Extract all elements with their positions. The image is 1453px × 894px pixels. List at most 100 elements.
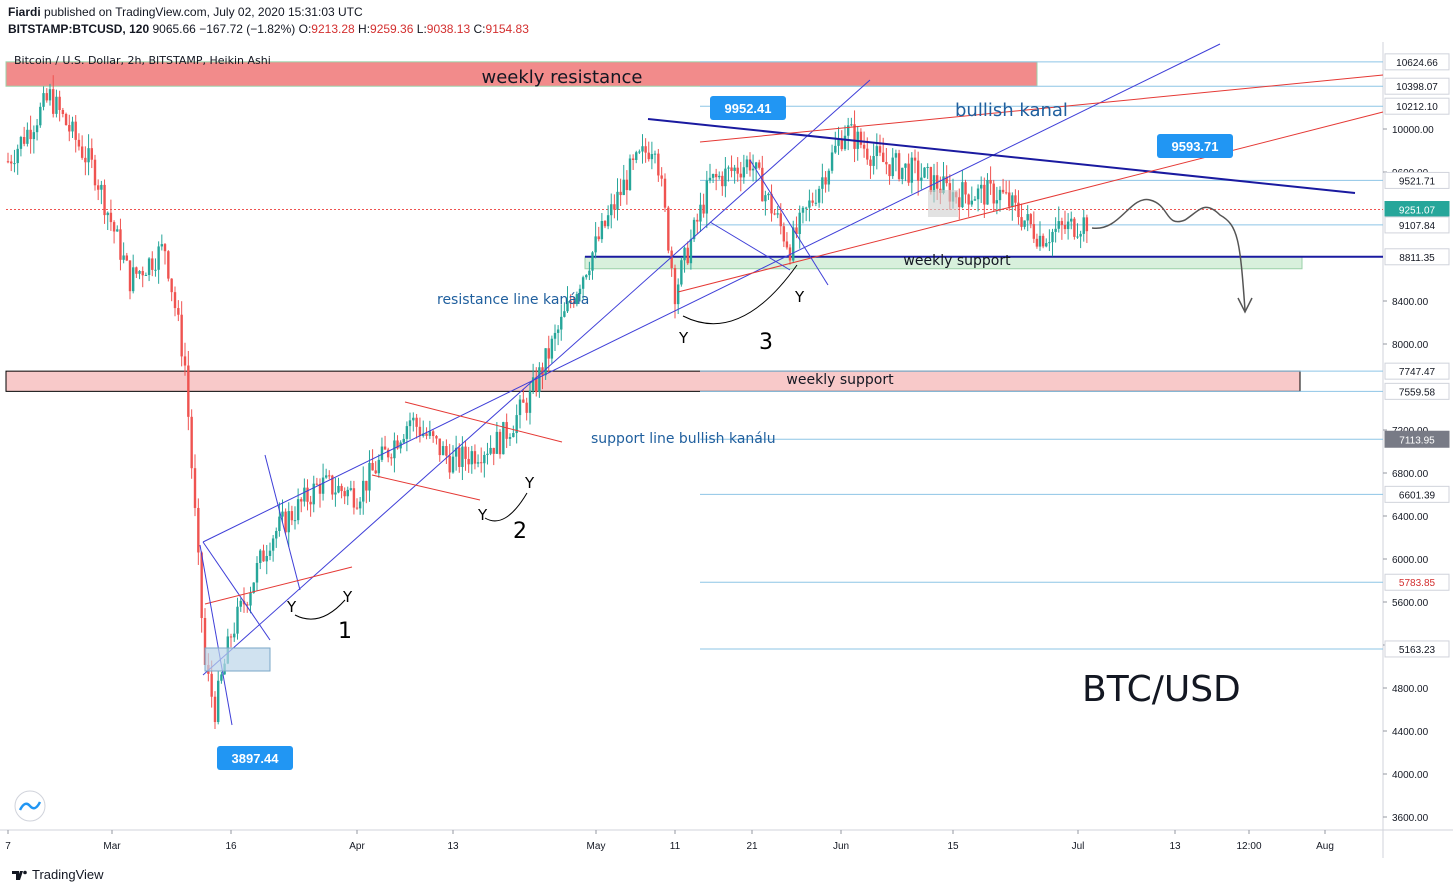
candle-body (106, 212, 109, 216)
candle-body (390, 457, 393, 459)
marker-Y: Y (794, 288, 805, 306)
candle-body (531, 377, 535, 391)
candle-body (470, 451, 473, 465)
candle-body (606, 215, 610, 227)
candle-body (6, 161, 10, 163)
candle-body (458, 447, 461, 467)
candle-body (22, 137, 26, 144)
candle-body (368, 462, 371, 491)
candle-body (1063, 225, 1067, 230)
candle-body (910, 157, 914, 183)
candle-body (80, 146, 84, 158)
y-tick-label: 4000.00 (1392, 770, 1429, 781)
candle-body (824, 177, 827, 185)
candle-body (834, 145, 837, 153)
candle-body (483, 454, 486, 464)
candle-body (505, 422, 508, 439)
x-tick-label: Jun (833, 841, 849, 852)
price-tag-label: 7559.58 (1399, 387, 1436, 398)
tradingview-brand[interactable]: TradingView (32, 867, 104, 882)
candle-body (641, 146, 644, 152)
candle-body (112, 222, 116, 232)
candle-body (560, 316, 563, 330)
candle-body (362, 480, 365, 502)
candle-body (422, 433, 425, 437)
candle-body (600, 221, 604, 240)
price-tag-label: 9107.84 (1399, 221, 1436, 232)
label-support-line: support line bullish kanálu (591, 431, 776, 447)
candle-body (897, 153, 901, 180)
tradingview-logo-icon (12, 870, 27, 880)
curve-arrow-1 (294, 599, 346, 620)
candle-body (358, 501, 362, 509)
candle-body (1066, 221, 1070, 230)
price-tag-bg (1384, 640, 1450, 658)
price-tag-bg (1384, 216, 1450, 234)
candle-body (696, 219, 699, 222)
candle-body (976, 188, 980, 200)
candle-body (508, 437, 512, 439)
candle-body (324, 475, 328, 478)
drawings (199, 43, 1384, 726)
candle-body (451, 456, 455, 473)
candle-body (625, 179, 629, 191)
author-name[interactable]: Fiardi (8, 5, 41, 19)
candle-body (217, 680, 220, 723)
candle-body (916, 160, 920, 181)
candle-body (581, 277, 585, 289)
candle-body (249, 592, 252, 606)
candle-body (160, 244, 164, 247)
candle-body (116, 229, 119, 232)
x-tick-label: 13 (447, 841, 459, 852)
candle-body (619, 191, 622, 196)
candle-body (425, 433, 428, 436)
candle-body (795, 227, 798, 235)
y-tick-label: 4400.00 (1392, 727, 1429, 738)
candle-body (255, 562, 259, 583)
low-value: 9038.13 (426, 22, 471, 36)
candle-body (331, 475, 334, 495)
candle-body (293, 520, 297, 522)
candle-body (817, 188, 821, 203)
candle-body (1020, 217, 1023, 227)
candle-body (448, 455, 451, 473)
candle-body (467, 458, 470, 465)
x-tick-label: 12:00 (1236, 841, 1261, 852)
price-tag-bg (1384, 485, 1450, 503)
candle-body (745, 159, 749, 168)
candle-body (39, 106, 42, 126)
candle-body (811, 200, 814, 203)
y-tick-label: 5600.00 (1392, 598, 1429, 609)
trend-line (404, 401, 563, 443)
candle-body (541, 367, 544, 376)
candle-body (262, 550, 265, 562)
candle-body (259, 550, 262, 563)
candle-body (412, 417, 415, 421)
price-tag-label: 5783.85 (1399, 578, 1436, 589)
price-tag-label: 5163.23 (1399, 645, 1436, 656)
price-tag-bg (1384, 430, 1450, 448)
candle-body (850, 124, 853, 126)
x-tick-label: 11 (670, 841, 681, 852)
candle-body (901, 167, 904, 180)
candle-body (631, 158, 635, 160)
y-tick-label: 3600.00 (1392, 813, 1429, 824)
y-tick-label: 6400.00 (1392, 512, 1429, 523)
candle-body (377, 459, 381, 474)
candle-body (518, 399, 522, 416)
candle-body (29, 129, 32, 140)
candle-body (303, 487, 306, 502)
price-tag-bg (1384, 77, 1450, 95)
candle-body (742, 167, 746, 178)
price-chart[interactable]: 3600.004000.004400.004800.005200.005600.… (0, 42, 1453, 858)
candle-body (125, 255, 129, 261)
low-label: L: (416, 22, 427, 36)
candle-body (48, 89, 52, 101)
candle-body (544, 348, 547, 376)
candle-body (891, 157, 894, 177)
candle-body (340, 485, 343, 492)
candle-body (252, 582, 255, 593)
label-weekly-support-top: weekly support (903, 253, 1011, 269)
candle-body (52, 89, 55, 114)
callout-label: 9952.41 (725, 101, 772, 116)
